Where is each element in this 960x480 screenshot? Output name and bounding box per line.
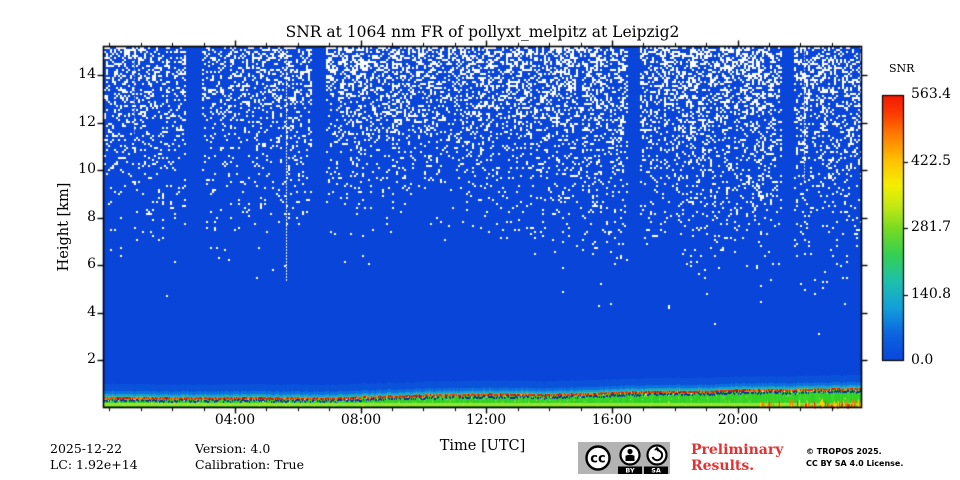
copyright-tropos: © TROPOS 2025.	[806, 447, 882, 456]
cc-license-badge: cc BY SA	[578, 442, 670, 474]
y-tick-label: 4	[87, 304, 96, 320]
svg-text:BY: BY	[625, 467, 635, 474]
y-tick-label: 10	[78, 161, 96, 177]
y-tick-label: 2	[87, 351, 96, 367]
colorbar-tick-label: 281.7	[911, 219, 952, 235]
preliminary-results-line1: Preliminary	[691, 442, 784, 458]
y-tick-label: 14	[78, 66, 96, 82]
sa-icon: SA	[644, 444, 668, 474]
colorbar-tick-label: 563.4	[911, 86, 952, 102]
x-tick-label: 08:00	[340, 412, 382, 428]
x-tick-label: 20:00	[717, 412, 759, 428]
colorbar-tick-label: 422.5	[911, 153, 952, 169]
colorbar-label: SNR	[889, 62, 915, 75]
y-tick-label: 12	[78, 114, 96, 130]
colorbar-tick-label: 140.8	[911, 286, 952, 302]
footer-calibration: Calibration: True	[195, 457, 304, 472]
preliminary-results-line2: Results.	[691, 458, 755, 474]
x-axis-label: Time [UTC]	[439, 438, 526, 454]
y-tick-label: 8	[87, 209, 96, 225]
x-tick-label: 04:00	[214, 412, 256, 428]
chart-title: SNR at 1064 nm FR of pollyxt_melpitz at …	[285, 23, 680, 41]
by-icon: BY	[618, 444, 642, 474]
footer-date: 2025-12-22	[50, 441, 123, 456]
copyright-license: CC BY SA 4.0 License.	[806, 459, 904, 468]
x-tick-label: 12:00	[465, 412, 507, 428]
x-tick-label: 16:00	[591, 412, 633, 428]
colorbar-tick-label: 0.0	[911, 352, 934, 368]
svg-text:cc: cc	[590, 452, 605, 467]
footer-lidar-constant: LC: 1.92e+14	[50, 457, 138, 472]
cc-icon: cc	[585, 445, 611, 471]
footer-version: Version: 4.0	[195, 441, 271, 456]
y-tick-label: 6	[87, 256, 96, 272]
svg-text:SA: SA	[651, 467, 661, 474]
